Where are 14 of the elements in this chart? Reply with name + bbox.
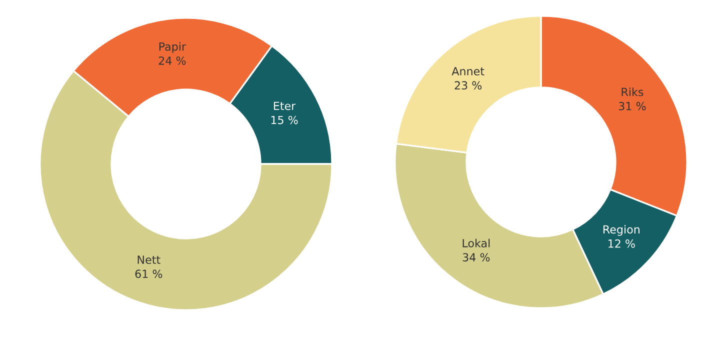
slice-label: Annet bbox=[452, 67, 484, 76]
data-label: 24 % bbox=[158, 56, 186, 65]
data-label: 61 % bbox=[135, 270, 162, 278]
data-label: 23 % bbox=[454, 81, 482, 90]
slice-label: Riks bbox=[622, 88, 644, 96]
slice-label: Region bbox=[603, 225, 640, 236]
data-label: 31 % bbox=[618, 102, 646, 110]
data-label: 15 % bbox=[271, 116, 298, 124]
slice-label: Lokal bbox=[462, 238, 490, 248]
slice-label: Nett bbox=[138, 256, 160, 264]
slice-label: Papir bbox=[159, 42, 186, 53]
slice-label: Eter bbox=[274, 102, 296, 110]
data-label: 12 % bbox=[608, 239, 635, 248]
data-label: 34 % bbox=[462, 253, 490, 262]
